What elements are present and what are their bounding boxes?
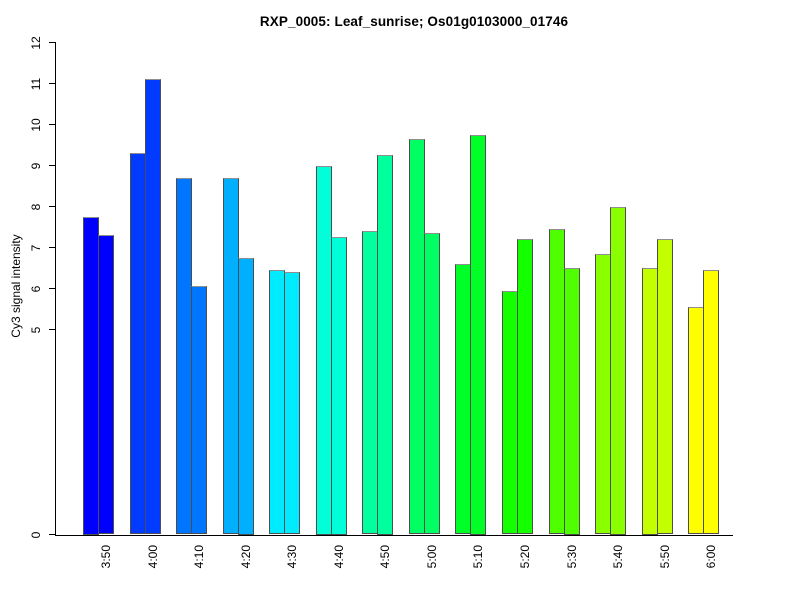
bar-420-2 (237, 257, 254, 535)
bar-400-2 (144, 79, 161, 535)
x-tick-label-420: 4:20 (238, 545, 253, 569)
bar-530-1 (548, 229, 565, 535)
bar-540-1 (595, 253, 612, 535)
y-axis-tick (49, 124, 56, 125)
x-tick-label-410: 4:10 (192, 545, 207, 569)
y-tick-label: 8 (29, 203, 43, 210)
x-tick-label-400: 4:00 (145, 545, 160, 569)
bar-500-1 (408, 138, 425, 535)
y-axis-tick (49, 534, 56, 535)
y-axis-tick (49, 206, 56, 207)
bar-430-2 (284, 272, 301, 535)
bar-600-2 (703, 270, 720, 535)
bar-440-2 (330, 237, 347, 535)
bar-350-1 (83, 216, 99, 535)
x-tick-label-520: 5:20 (517, 545, 532, 569)
x-tick-label-540: 5:40 (611, 545, 626, 569)
bar-450-1 (362, 231, 379, 535)
y-tick-label: 11 (29, 77, 43, 90)
bar-430-1 (269, 270, 286, 535)
x-tick-label-440: 4:40 (331, 545, 346, 569)
bar-550-2 (656, 239, 673, 535)
bar-510-2 (470, 134, 487, 535)
x-tick-label-530: 5:30 (564, 545, 579, 569)
y-axis-tick (49, 329, 56, 330)
y-axis-tick (49, 165, 56, 166)
y-axis-title: Cy3 signal intensity (9, 234, 23, 338)
bar-540-2 (610, 206, 627, 535)
bar-510-1 (455, 263, 472, 535)
y-tick-label: 10 (29, 117, 43, 132)
plot-area: 0 5 6 7 8 9 10 11 12 3:50 4:00 4:10 4:20 4:30 4:40 4:50… (29, 36, 772, 568)
bar-410-2 (191, 286, 208, 535)
y-tick-label: 9 (29, 162, 43, 169)
y-tick-label: 7 (29, 244, 43, 251)
x-tick-label-430: 4:30 (285, 545, 300, 569)
y-tick-label: 6 (29, 285, 43, 292)
bar-420-1 (222, 177, 239, 535)
y-axis-tick (49, 83, 56, 84)
bar-600-1 (688, 306, 705, 535)
bar-530-2 (563, 268, 580, 535)
chart-title: RXP_0005: Leaf_sunrise; Os01g0103000_017… (259, 14, 569, 29)
bar-440-1 (315, 165, 332, 535)
y-tick-label: 0 (29, 531, 43, 538)
bar-350-2 (98, 235, 114, 535)
x-tick-label-550: 5:50 (657, 545, 672, 569)
y-axis-tick (49, 288, 56, 289)
x-tick-label-450: 4:50 (378, 545, 393, 569)
y-axis-line (55, 42, 56, 536)
bar-550-1 (641, 268, 658, 535)
y-tick-label: 5 (29, 326, 43, 333)
x-tick-label-350: 3:50 (99, 545, 113, 569)
x-tick-label-600: 6:00 (704, 545, 719, 569)
x-tick-label-510: 5:10 (471, 545, 486, 569)
bar-520-1 (501, 290, 518, 535)
bar-400-1 (129, 153, 146, 535)
bar-450-2 (377, 155, 394, 535)
bar-520-2 (516, 239, 533, 535)
bar-500-2 (423, 233, 440, 535)
bar-410-1 (176, 177, 193, 535)
y-axis-tick (49, 42, 56, 43)
y-tick-label: 12 (29, 35, 43, 50)
x-axis-line (55, 534, 733, 536)
y-axis-tick (49, 247, 56, 248)
x-tick-label-500: 5:00 (424, 545, 439, 569)
